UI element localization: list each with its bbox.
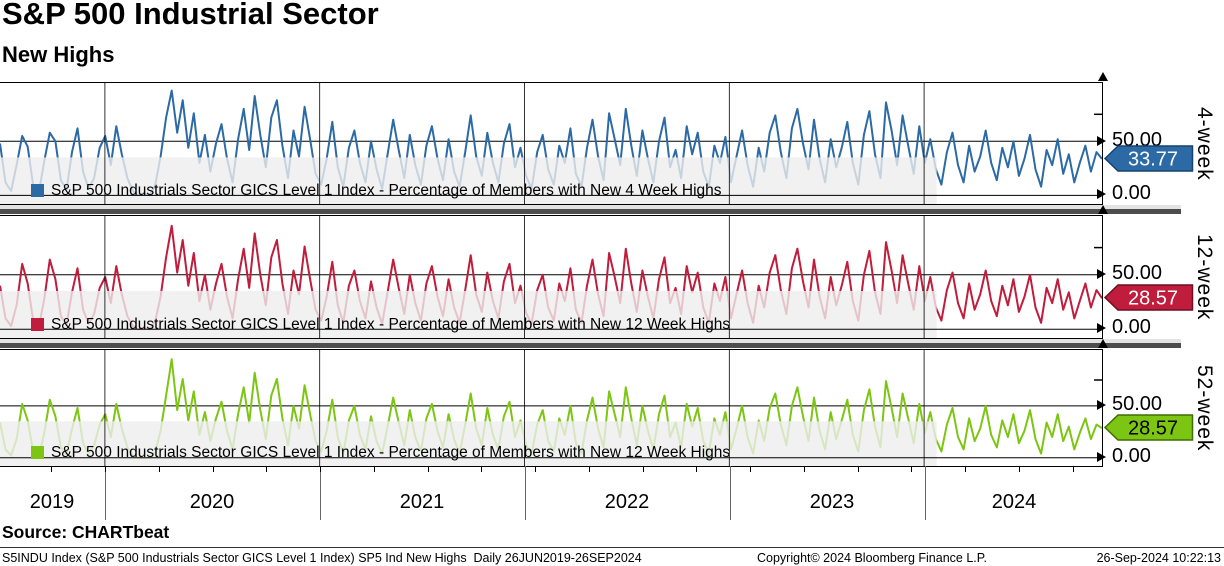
legend-4-week: S&P 500 Industrials Sector GICS Level 1 … [31,181,722,199]
year-divider [525,466,526,520]
x-axis-minor-tick [642,466,644,472]
year-divider [730,466,731,520]
legend-52-week: S&P 500 Industrials Sector GICS Level 1 … [31,443,731,461]
x-axis-minor-tick [481,466,483,472]
x-axis-minor-tick [1072,466,1074,472]
x-axis-minor-tick [911,466,913,472]
x-axis-minor-tick [696,466,698,472]
footer-timestamp: 26-Sep-2024 10:22:13 [1096,551,1221,565]
x-axis-minor-tick [803,466,805,472]
chart-4-week-plot [0,83,1102,204]
tick-arrow-icon [1097,400,1106,410]
panel-52-week: S&P 500 Industrials Sector GICS Level 1 … [0,349,1103,467]
x-tick-label-year: 2023 [809,491,855,513]
x-axis-minor-tick [1018,466,1020,472]
legend-12-week: S&P 500 Industrials Sector GICS Level 1 … [31,315,731,333]
x-axis-minor-tick [965,466,966,472]
x-tick-label-year: 2021 [399,491,445,513]
tick-arrow-icon [1097,136,1106,146]
x-axis-minor-tick [750,466,751,472]
tick-arrow-icon [1097,452,1106,462]
x-axis-minor-tick [857,466,859,472]
panel-divider-bar [0,343,1181,348]
tick-arrow-icon [1097,189,1106,199]
y-tick-label-50: 50.00 [1112,262,1163,284]
y-axis-arrow-icon [1098,339,1108,348]
panel-divider-bar [0,209,1181,214]
year-divider [925,466,926,520]
x-tick-label-year: 2024 [991,491,1037,513]
legend-marker-12-week [31,317,44,331]
x-tick-label-year: 2019 [29,491,75,513]
x-tick-label-year: 2022 [604,491,650,513]
last-value-badge-52-week: 28.57 [1103,414,1194,441]
panel-divider [0,205,1181,209]
last-value-badge-12-week: 28.57 [1103,284,1194,311]
svg-text:33.77: 33.77 [1128,149,1178,171]
tick-arrow-icon [1097,323,1106,333]
y-tick-label-0: 0.00 [1112,445,1151,467]
last-value-badge-4-week: 33.77 [1103,145,1194,172]
chart-52-week-plot [0,350,1102,466]
chart-12-week-plot [0,216,1102,338]
y-axis-arrow-icon [1098,205,1108,214]
svg-text:28.57: 28.57 [1128,288,1178,310]
y-axis-arrow-icon [1098,72,1108,81]
x-axis-minor-tick [105,466,106,472]
panel-12-week: S&P 500 Industrials Sector GICS Level 1 … [0,215,1103,339]
page-title: S&P 500 Industrial Sector [2,0,379,31]
svg-text:28.57: 28.57 [1128,418,1178,440]
panel-label-12-week: 12-week [1193,233,1216,321]
x-tick-label-year: 2020 [189,491,235,513]
x-axis-minor-tick [535,466,536,472]
panel-label-4-week: 4-week [1193,106,1216,181]
value-flag-icon: 33.77 [1103,145,1194,172]
value-flag-icon: 28.57 [1103,284,1194,311]
legend-marker-52-week [31,445,44,459]
x-axis-minor-tick [266,466,268,472]
x-axis-minor-tick [373,466,375,472]
x-axis-minor-tick [320,466,321,472]
page-subtitle: New Highs [2,42,115,67]
source-caption: Source: CHARTbeat [2,522,170,542]
y-tick-label-0: 0.00 [1112,316,1151,338]
panel-4-week: S&P 500 Industrials Sector GICS Level 1 … [0,82,1103,205]
legend-label-4-week: S&P 500 Industrials Sector GICS Level 1 … [51,181,722,199]
y-tick-label-0: 0.00 [1112,182,1151,204]
value-flag-icon: 28.57 [1103,414,1194,441]
panel-divider [0,339,1181,343]
legend-label-52-week: S&P 500 Industrials Sector GICS Level 1 … [51,443,731,461]
footer-divider [0,547,1224,548]
panel-label-52-week: 52-week [1193,364,1216,452]
legend-label-12-week: S&P 500 Industrials Sector GICS Level 1 … [51,315,731,333]
x-axis-minor-tick [588,466,590,472]
x-axis-minor-tick [212,466,214,472]
year-divider [320,466,321,520]
legend-marker-4-week [31,183,44,197]
footer-copyright: Copyright© 2024 Bloomberg Finance L.P. [757,551,987,565]
x-axis-minor-tick [51,466,53,472]
year-divider [105,466,106,520]
x-axis-minor-tick [427,466,429,472]
y-tick-label-50: 50.00 [1112,393,1163,415]
tick-arrow-icon [1097,269,1106,279]
x-axis-minor-tick [158,466,160,472]
footer-ticker-info: S5INDU Index (S&P 500 Industrials Sector… [2,551,642,565]
